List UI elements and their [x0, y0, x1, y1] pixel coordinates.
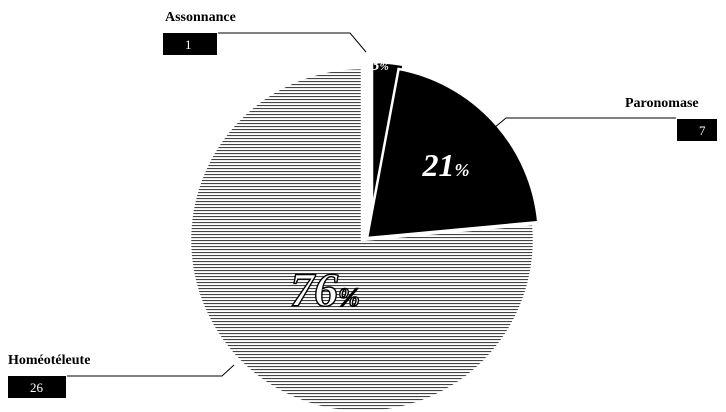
count-box-paronomase [677, 119, 717, 141]
percent-label-homeoteleute: 76% [290, 264, 360, 317]
count-value-assonnance: 1 [185, 37, 192, 52]
leader-lines [67, 32, 676, 377]
category-label-paronomase: Paronomase [625, 96, 699, 111]
slice-paronomase [365, 67, 540, 240]
pie-slices [188, 60, 540, 412]
percent-label-paronomase: 21% [422, 147, 470, 183]
count-box-homeoteleute [8, 376, 66, 398]
count-value-paronomase: 7 [699, 123, 706, 138]
slice-homeoteleute [188, 66, 536, 412]
count-box-assonnance [163, 33, 217, 55]
leader-line-homeoteleute [67, 364, 235, 377]
category-label-homeoteleute: Homéotéleute [8, 353, 90, 368]
leader-line-paronomase [493, 117, 676, 129]
category-label-assonnance: Assonnance [165, 10, 236, 25]
leader-line-assonnance [218, 32, 367, 53]
count-value-homeoteleute: 26 [30, 380, 44, 395]
percent-label-assonnance: 3% [370, 55, 389, 74]
